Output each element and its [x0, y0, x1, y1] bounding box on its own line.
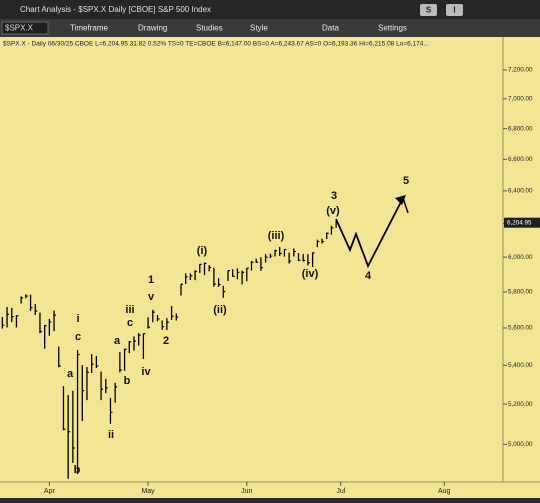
wave-label: (ii) [213, 304, 227, 316]
menu-item[interactable]: Drawing [138, 24, 167, 33]
wave-label: 3 [331, 190, 337, 202]
y-tick-label: 6,600.00 [508, 156, 533, 163]
y-tick-label: 5,600.00 [508, 325, 533, 332]
s-button-label: S [426, 6, 432, 15]
y-tick-label: 6,800.00 [508, 125, 533, 132]
wave-label: a [67, 368, 74, 380]
wave-label: b [124, 375, 131, 387]
x-tick-label: Aug [438, 488, 451, 495]
y-tick-label: 5,800.00 [508, 289, 533, 296]
menu-item[interactable]: Studies [196, 24, 223, 33]
menu-item[interactable]: Timeframe [70, 24, 108, 33]
last-price-box [504, 217, 540, 228]
x-tick-label: Jul [336, 488, 345, 495]
title-bar [0, 0, 540, 19]
wave-label: (v) [326, 205, 340, 217]
wave-label: b [74, 464, 81, 476]
x-tick-label: Jun [241, 488, 252, 495]
symbol-box[interactable] [1, 21, 49, 35]
menu-item[interactable]: Style [250, 24, 268, 33]
wave-label: v [148, 291, 155, 303]
wave-label: iv [141, 366, 151, 378]
y-tick-label: 5,000.00 [508, 441, 533, 448]
i-button-label: I [453, 6, 455, 15]
wave-label: c [127, 317, 133, 329]
wave-label: ii [108, 429, 114, 441]
x-tick-label: May [141, 488, 155, 495]
wave-label: c [75, 331, 81, 343]
menu-item[interactable]: Data [322, 24, 339, 33]
wave-label: 5 [403, 175, 409, 187]
info-line: $SPX.X - Daily 06/30/25 CBOE L=6,204.95 … [3, 41, 429, 48]
wave-label: 4 [365, 270, 372, 282]
wave-label: (iii) [268, 230, 285, 242]
wave-label: 2 [163, 335, 169, 347]
wave-label: (i) [197, 245, 208, 257]
menu-item[interactable]: Settings [378, 24, 407, 33]
plot-background [0, 37, 540, 498]
toolbar [0, 19, 540, 37]
y-tick-label: 5,200.00 [508, 401, 533, 408]
wave-label: (iv) [302, 268, 319, 280]
projection-tail [402, 197, 409, 214]
i-button[interactable] [446, 4, 463, 16]
symbol: $SPX.X [5, 24, 34, 33]
window-title: Chart Analysis - $SPX.X Daily [CBOE] S&P… [20, 5, 211, 14]
s-button[interactable] [420, 4, 437, 16]
arrow-head [395, 195, 406, 205]
wave-label: a [114, 335, 121, 347]
y-tick-label: 6,000.00 [508, 254, 533, 261]
wave-label: i [76, 313, 79, 325]
wave-label: 1 [148, 274, 154, 286]
wave-label: iii [125, 304, 134, 316]
y-tick-label: 7,000.00 [508, 96, 533, 103]
last-price-label: 6,204.95 [507, 219, 532, 226]
y-tick-label: 5,400.00 [508, 362, 533, 369]
projection [335, 197, 404, 269]
y-tick-label: 6,400.00 [508, 188, 533, 195]
y-tick-label: 7,200.00 [508, 67, 533, 74]
x-tick-label: Apr [44, 488, 56, 495]
